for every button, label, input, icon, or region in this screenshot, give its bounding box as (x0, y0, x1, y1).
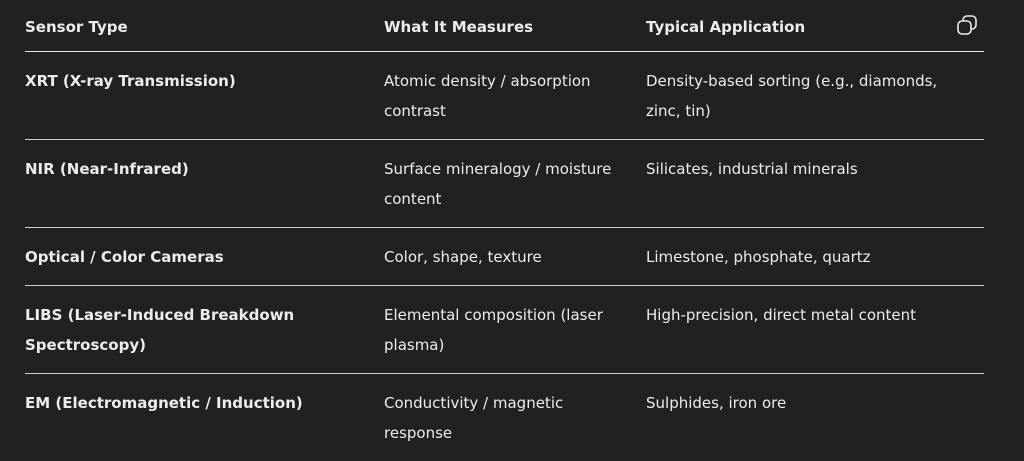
sensor-table-container: Sensor Type What It Measures Typical App… (25, 0, 984, 461)
cell-what-it-measures: Surface mineralogy / moisture content (384, 140, 646, 228)
cell-typical-application: Density-based sorting (e.g., diamonds, z… (646, 52, 984, 140)
cell-sensor-type: Optical / Color Cameras (25, 228, 384, 286)
cell-typical-application: Limestone, phosphate, quartz (646, 228, 984, 286)
copy-icon (956, 14, 978, 36)
sensor-table: Sensor Type What It Measures Typical App… (25, 0, 984, 461)
table-row: XRT (X-ray Transmission) Atomic density … (25, 52, 984, 140)
cell-typical-application: Sulphides, iron ore (646, 374, 984, 461)
cell-sensor-type: NIR (Near-Infrared) (25, 140, 384, 228)
cell-what-it-measures: Color, shape, texture (384, 228, 646, 286)
cell-sensor-type: EM (Electromagnetic / Induction) (25, 374, 384, 461)
cell-what-it-measures: Elemental composition (laser plasma) (384, 286, 646, 374)
table-row: EM (Electromagnetic / Induction) Conduct… (25, 374, 984, 461)
copy-table-button[interactable] (956, 14, 978, 36)
cell-what-it-measures: Conductivity / magnetic response (384, 374, 646, 461)
table-header-row: Sensor Type What It Measures Typical App… (25, 0, 984, 52)
table-row: Optical / Color Cameras Color, shape, te… (25, 228, 984, 286)
table-row: NIR (Near-Infrared) Surface mineralogy /… (25, 140, 984, 228)
cell-what-it-measures: Atomic density / absorption contrast (384, 52, 646, 140)
header-typical-application: Typical Application (646, 0, 984, 52)
cell-sensor-type: LIBS (Laser-Induced Breakdown Spectrosco… (25, 286, 384, 374)
cell-typical-application: Silicates, industrial minerals (646, 140, 984, 228)
header-sensor-type: Sensor Type (25, 0, 384, 52)
header-what-it-measures: What It Measures (384, 0, 646, 52)
table-row: LIBS (Laser-Induced Breakdown Spectrosco… (25, 286, 984, 374)
cell-typical-application: High-precision, direct metal content (646, 286, 984, 374)
cell-sensor-type: XRT (X-ray Transmission) (25, 52, 384, 140)
